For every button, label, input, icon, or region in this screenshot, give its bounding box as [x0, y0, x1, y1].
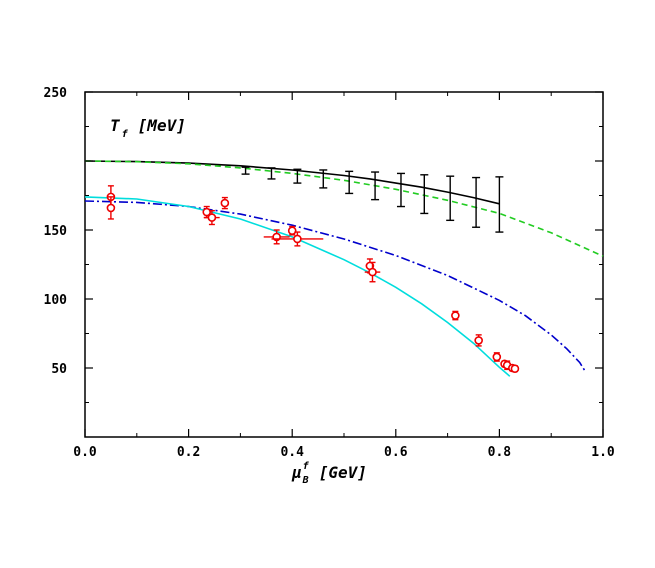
panel-label-subscript: f	[122, 129, 129, 140]
data-points	[106, 185, 520, 373]
data-point	[106, 203, 116, 213]
x-tick-label: 1.0	[591, 445, 615, 460]
y-tick-label: 100	[44, 293, 68, 308]
data-point	[202, 207, 212, 217]
data-point	[474, 336, 483, 345]
panel-label-unit: [MeV]	[138, 116, 186, 135]
curve-solid-3	[84, 196, 511, 377]
x-tick-label: 0.2	[177, 445, 200, 460]
y-tick-label: 50	[51, 362, 67, 377]
data-point	[492, 352, 502, 362]
data-point	[510, 364, 520, 373]
y-tick-label: 150	[44, 224, 68, 239]
x-tick-label: 0.6	[384, 445, 408, 460]
y-tick-label: 250	[44, 86, 68, 101]
x-axis-title: μf B [GeV]	[291, 461, 367, 486]
data-point	[451, 311, 460, 320]
lattice-points	[241, 166, 504, 233]
x-tick-label: 0.4	[280, 445, 304, 460]
x-axis-subscript: B	[302, 475, 309, 486]
x-axis-superscript: f	[303, 461, 310, 472]
data-point	[220, 198, 230, 208]
panel-label-symbol: T	[110, 116, 121, 135]
curve-dashdot-2	[84, 200, 586, 372]
curves	[84, 160, 604, 377]
x-axis-symbol: μ	[291, 463, 302, 482]
x-axis-unit: [GeV]	[319, 463, 367, 482]
x-tick-label: 0.8	[488, 445, 512, 460]
data-point	[287, 226, 297, 235]
axis-ticks: 0.0 0.2 0.4 0.6 0.8 1.0 50 100 150 250	[44, 86, 615, 460]
data-point	[207, 213, 217, 222]
x-tick-label: 0.0	[73, 445, 97, 460]
plot-frame	[84, 91, 604, 438]
data-point	[368, 267, 377, 277]
data-point	[293, 234, 302, 244]
